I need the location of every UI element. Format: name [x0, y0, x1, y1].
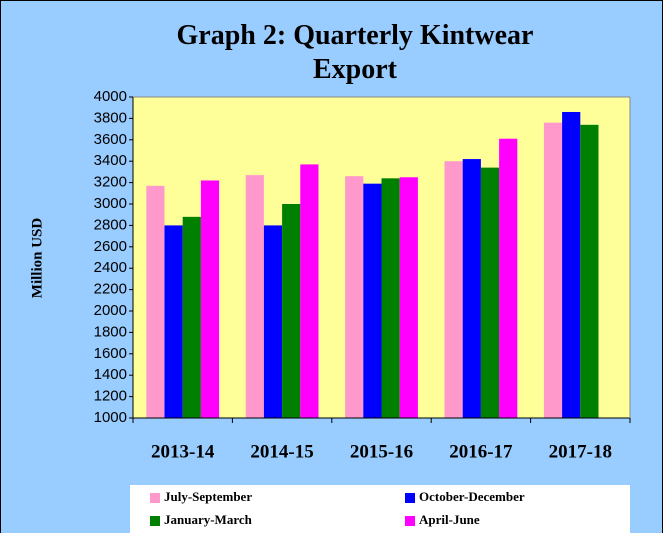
- bar: [182, 216, 201, 418]
- x-tick-label: 2015-16: [350, 441, 413, 462]
- x-tick-label: 2014-15: [250, 441, 313, 462]
- y-tick-label: 4000: [94, 88, 127, 105]
- bar: [146, 185, 165, 418]
- y-tick-label: 1200: [94, 388, 127, 405]
- bar: [381, 178, 400, 418]
- bar: [462, 159, 481, 418]
- legend-label: October-December: [419, 489, 525, 504]
- bar: [282, 204, 301, 418]
- y-tick-label: 1800: [94, 323, 127, 340]
- y-tick-label: 2000: [94, 302, 127, 319]
- x-tick-label: 2013-14: [151, 441, 215, 462]
- bar: [444, 161, 463, 418]
- legend-label: July-September: [164, 489, 252, 504]
- bar: [480, 167, 500, 418]
- bar: [200, 180, 220, 418]
- x-tick-label: 2016-17: [449, 441, 513, 462]
- bar: [245, 175, 264, 418]
- bar: [300, 164, 319, 418]
- y-tick-label: 3200: [94, 174, 127, 191]
- bar: [399, 177, 418, 418]
- y-tick-label: 3600: [94, 131, 127, 148]
- y-tick-label: 1400: [94, 366, 127, 383]
- bar: [499, 138, 518, 419]
- legend-label: April-June: [419, 512, 480, 527]
- bar: [345, 176, 364, 418]
- x-tick-label: 2017-18: [549, 441, 612, 462]
- legend-swatch: [150, 493, 160, 503]
- y-tick-label: 2400: [94, 259, 127, 276]
- bar: [363, 183, 382, 418]
- y-axis-label: Million USD: [29, 218, 45, 299]
- bar: [263, 225, 283, 418]
- bar: [562, 111, 581, 418]
- y-tick-label: 1600: [94, 345, 127, 362]
- y-tick-label: 1000: [94, 409, 127, 426]
- bar: [543, 122, 563, 419]
- legend-label: January-March: [164, 512, 253, 527]
- y-tick-label: 2200: [94, 281, 127, 298]
- bar: [580, 124, 599, 418]
- y-tick-label: 3400: [94, 152, 127, 169]
- bar: [164, 225, 183, 418]
- legend-swatch: [405, 493, 415, 503]
- legend: [130, 485, 630, 533]
- chart-title: Graph 2: Quarterly Kintwear Export: [177, 20, 534, 85]
- y-tick-label: 3000: [94, 195, 127, 212]
- y-tick-label: 3800: [94, 109, 127, 126]
- legend-swatch: [405, 516, 415, 526]
- legend-swatch: [150, 516, 160, 526]
- y-tick-label: 2600: [94, 238, 127, 255]
- y-tick-label: 2800: [94, 216, 127, 233]
